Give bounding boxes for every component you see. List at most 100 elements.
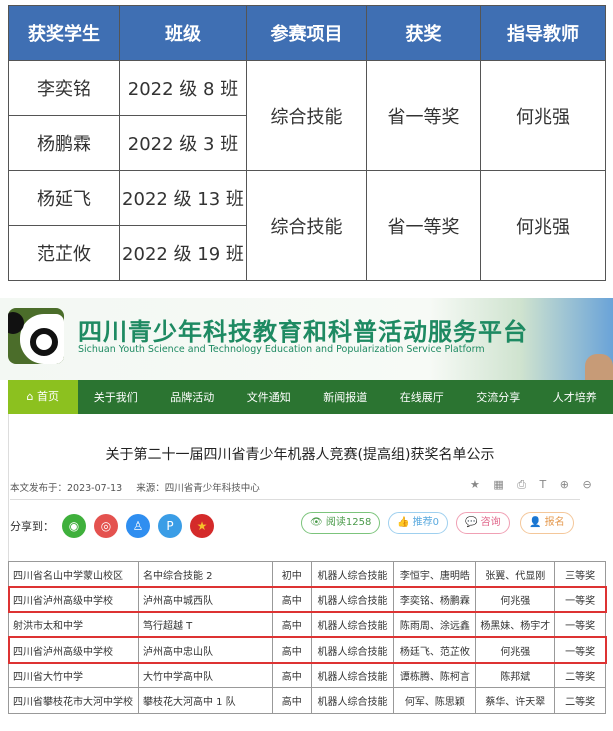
award-table: 获奖学生 班级 参赛项目 获奖 指导教师 李奕铭 2022 级 8 班 综合技能… — [8, 5, 606, 281]
wechat-icon[interactable]: ◉ — [62, 514, 86, 538]
article-meta: 本文发布于：2023-07-13 来源：四川省青少年科技中心 — [10, 480, 274, 494]
nav-brand[interactable]: 品牌活动 — [170, 391, 215, 404]
cell-category: 机器人综合技能 — [310, 636, 395, 664]
cell-school: 四川省名山中学蒙山校区 — [8, 560, 139, 588]
cell-team: 名中综合技能 2 — [137, 560, 273, 588]
cell-team: 攀枝花大河高中 1 队 — [137, 687, 273, 714]
share-label: 分享到： — [10, 520, 54, 533]
cell-category: 机器人综合技能 — [310, 560, 395, 588]
cell-level: 高中 — [271, 687, 312, 714]
site-logo[interactable] — [8, 308, 64, 364]
table-row: 范芷攸 2022 级 19 班 — [8, 225, 606, 281]
cell-students: 李恒宇、唐明皓 — [393, 560, 477, 588]
eye-icon: 👁 — [310, 517, 323, 528]
nav-talent[interactable]: 人才培养 — [552, 391, 597, 404]
cell-school: 射洪市太和中学 — [8, 611, 139, 638]
student-name: 杨延飞 — [8, 170, 120, 226]
cell-school: 四川省泸州高级中学校 — [8, 586, 139, 613]
signup-label: 报名 — [544, 517, 565, 528]
cell-school: 四川省泸州高级中学校 — [8, 636, 139, 664]
nav-home[interactable]: ⌂ 首页 — [8, 380, 78, 414]
student-class: 2022 级 13 班 — [119, 170, 247, 226]
table-row: 四川省攀枝花市大河中学校 攀枝花大河高中 1 队高中 机器人综合技能 何军、陈思颖 蔡华… — [8, 687, 606, 714]
cell-students: 李奕铭、杨鹏霖 — [393, 586, 477, 613]
cell-coach: 陈邦斌 — [475, 662, 556, 689]
banner-photo — [585, 354, 613, 380]
nav-label: 首页 — [37, 390, 60, 403]
cell-team: 笃行超越 T — [137, 611, 273, 638]
cell-coach: 蔡华、许天翠 — [475, 687, 556, 714]
cell-students: 谭栋腾、陈柯言 — [393, 662, 477, 689]
cell-students: 陈雨周、涂远鑫 — [393, 611, 477, 638]
star-icon[interactable]: ★ — [190, 514, 214, 538]
weibo-icon[interactable]: ◎ — [94, 514, 118, 538]
cell-award: 二等奖 — [554, 662, 606, 689]
cell-school: 四川省攀枝花市大河中学校 — [8, 687, 139, 714]
site-banner: 四川青少年科技教育和科普活动服务平台 Sichuan Youth Science… — [0, 298, 613, 380]
source: 来源：四川省青少年科技中心 — [136, 483, 260, 494]
cell-category: 机器人综合技能 — [310, 611, 395, 638]
cell-students: 何军、陈思颖 — [393, 687, 477, 714]
award: 省一等奖 — [366, 60, 481, 171]
nav-gallery[interactable]: 在线展厅 — [399, 391, 444, 404]
cell-award: 一等奖 — [554, 611, 606, 638]
read-count-button[interactable]: 👁 阅读1258 — [301, 512, 381, 534]
home-icon: ⌂ — [26, 390, 34, 403]
consult-label: 咨询 — [480, 517, 501, 528]
nav-notices[interactable]: 文件通知 — [246, 391, 291, 404]
recommend-count: 推荐0 — [412, 517, 440, 528]
cell-level: 初中 — [271, 560, 312, 588]
teacher: 何兆强 — [480, 170, 606, 281]
table-row: 四川省泸州高级中学校 泸州高中忠山队 高中 机器人综合技能 杨廷飞、范芷攸 何兆强 一等奖 — [7, 636, 607, 664]
share-bar: 分享到： ◉ ◎ ♙ P ★ — [10, 514, 214, 538]
nav-share[interactable]: 交流分享 — [476, 391, 521, 404]
student-name: 杨鹏霖 — [8, 115, 120, 171]
project: 综合技能 — [246, 170, 367, 281]
article-title: 关于第二十一届四川省青少年机器人竞赛(提高组)获奖名单公示 — [105, 447, 495, 463]
signup-button[interactable]: 👤 报名 — [520, 512, 574, 534]
table-row: 四川省名山中学蒙山校区 名中综合技能 2 初中 机器人综合技能 李恒宇、唐明皓 张翼、代显… — [8, 560, 606, 588]
cell-team: 泸州高中忠山队 — [137, 636, 273, 664]
student-name: 李奕铭 — [8, 60, 120, 116]
site-title: 四川青少年科技教育和科普活动服务平台 — [78, 318, 528, 346]
cell-category: 机器人综合技能 — [310, 662, 395, 689]
project: 综合技能 — [246, 60, 367, 171]
user-icon: 👤 — [529, 517, 542, 528]
chat-icon: 💬 — [465, 517, 478, 528]
publish-date: 本文发布于：2023-07-13 — [10, 483, 123, 494]
cell-award: 一等奖 — [554, 586, 606, 613]
main-nav: ⌂ 首页 关于我们 品牌活动 文件通知 新闻报道 在线展厅 交流分享 人才培养 — [8, 380, 613, 414]
divider — [10, 499, 580, 500]
qzone-icon[interactable]: P — [158, 514, 182, 538]
recommend-button[interactable]: 👍 推荐0 — [388, 512, 449, 534]
header-teacher: 指导教师 — [480, 5, 606, 61]
table-row: 四川省泸州高级中学校 泸州高中城西队 高中 机器人综合技能 李奕铭、杨鹏霖 何兆强 一等奖 — [7, 585, 607, 614]
table-row: 射洪市太和中学 笃行超越 T 高中 机器人综合技能 陈雨周、涂远鑫 杨黑妹、杨宇才 一等奖 — [8, 611, 606, 638]
cell-team: 大竹中学高中队 — [137, 662, 273, 689]
thumbs-up-icon: 👍 — [397, 517, 410, 528]
student-class: 2022 级 19 班 — [119, 225, 247, 281]
cell-level: 高中 — [271, 636, 312, 664]
award-table-header: 获奖学生 班级 参赛项目 获奖 指导教师 — [8, 5, 606, 61]
cell-category: 机器人综合技能 — [310, 687, 395, 714]
read-count: 阅读1258 — [325, 517, 372, 528]
nav-news[interactable]: 新闻报道 — [323, 391, 368, 404]
header-award: 获奖 — [366, 5, 481, 61]
header-class: 班级 — [119, 5, 247, 61]
cell-school: 四川省大竹中学 — [8, 662, 139, 689]
cell-category: 机器人综合技能 — [310, 586, 395, 613]
article-tools[interactable]: ★ ▦ ⎙ T ⊕ ⊖ — [470, 478, 597, 491]
website-screenshot: 四川青少年科技教育和科普活动服务平台 Sichuan Youth Science… — [0, 298, 613, 731]
qq-icon[interactable]: ♙ — [126, 514, 150, 538]
table-row: 四川省大竹中学 大竹中学高中队 高中 机器人综合技能 谭栋腾、陈柯言 陈邦斌 二等奖 — [8, 662, 606, 689]
cell-level: 高中 — [271, 611, 312, 638]
nav-about[interactable]: 关于我们 — [93, 391, 138, 404]
teacher: 何兆强 — [480, 60, 606, 171]
site-subtitle: Sichuan Youth Science and Technology Edu… — [78, 344, 485, 355]
cell-coach: 何兆强 — [475, 586, 556, 613]
cell-award: 三等奖 — [554, 560, 606, 588]
cell-team: 泸州高中城西队 — [137, 586, 273, 613]
header-student: 获奖学生 — [8, 5, 120, 61]
consult-button[interactable]: 💬 咨询 — [456, 512, 510, 534]
cell-award: 一等奖 — [554, 636, 606, 664]
